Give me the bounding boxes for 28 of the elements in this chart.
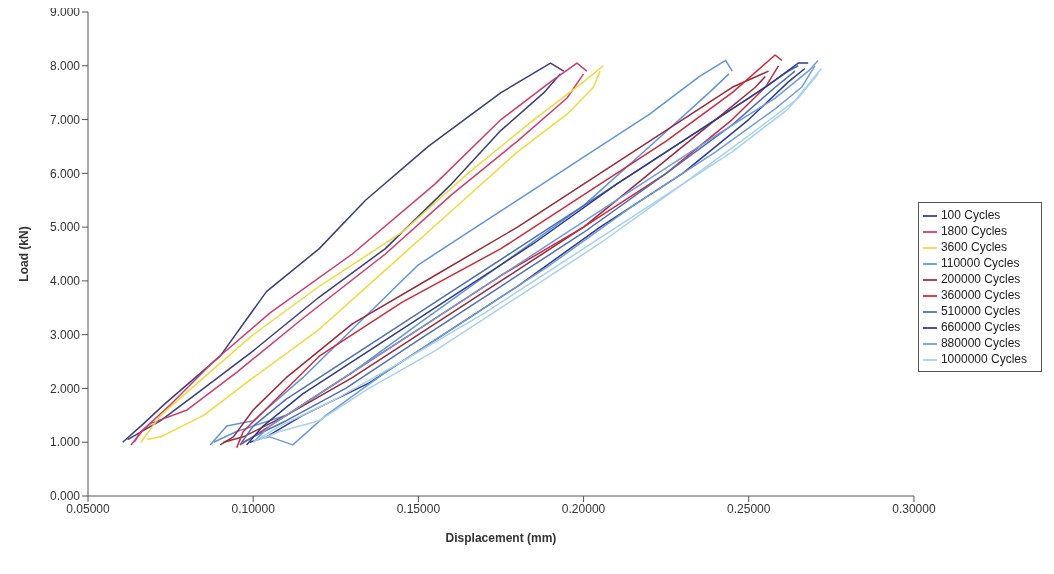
y-tick-label: 4.000 [49, 274, 81, 289]
y-tick-label: 0.000 [49, 489, 81, 504]
x-tick-label: 0.20000 [561, 501, 606, 516]
legend-label: 360000 Cycles [940, 288, 1021, 302]
y-tick-label: 8.000 [49, 59, 81, 74]
legend-label: 200000 Cycles [940, 272, 1021, 286]
y-tick-label: 5.000 [49, 220, 81, 235]
y-tick-label: 9.000 [49, 5, 81, 20]
y-tick-label: 1.000 [49, 435, 81, 450]
y-tick-label: 3.000 [49, 327, 81, 342]
x-tick-label: 0.10000 [231, 501, 276, 516]
legend-label: 1000000 Cycles [940, 352, 1027, 366]
y-tick-label: 7.000 [49, 112, 81, 127]
legend-label: 100 Cycles [940, 208, 1001, 222]
legend-label: 660000 Cycles [940, 320, 1021, 334]
x-tick-label: 0.25000 [727, 501, 771, 516]
x-tick-label: 0.15000 [396, 501, 441, 516]
y-tick-label: 6.000 [49, 166, 81, 181]
y-tick-label: 2.000 [49, 381, 81, 396]
legend-label: 3600 Cycles [940, 240, 1007, 254]
legend-label: 880000 Cycles [940, 336, 1021, 350]
x-tick-label: 0.30000 [892, 501, 936, 516]
x-tick-label: 0.05000 [66, 501, 111, 516]
x-axis-title: Displacement (mm) [445, 531, 557, 545]
y-axis-title: Load (kN) [17, 226, 32, 282]
legend-label: 510000 Cycles [940, 304, 1021, 318]
legend-label: 110000 Cycles [940, 256, 1020, 270]
legend-label: 1800 Cycles [940, 224, 1007, 238]
